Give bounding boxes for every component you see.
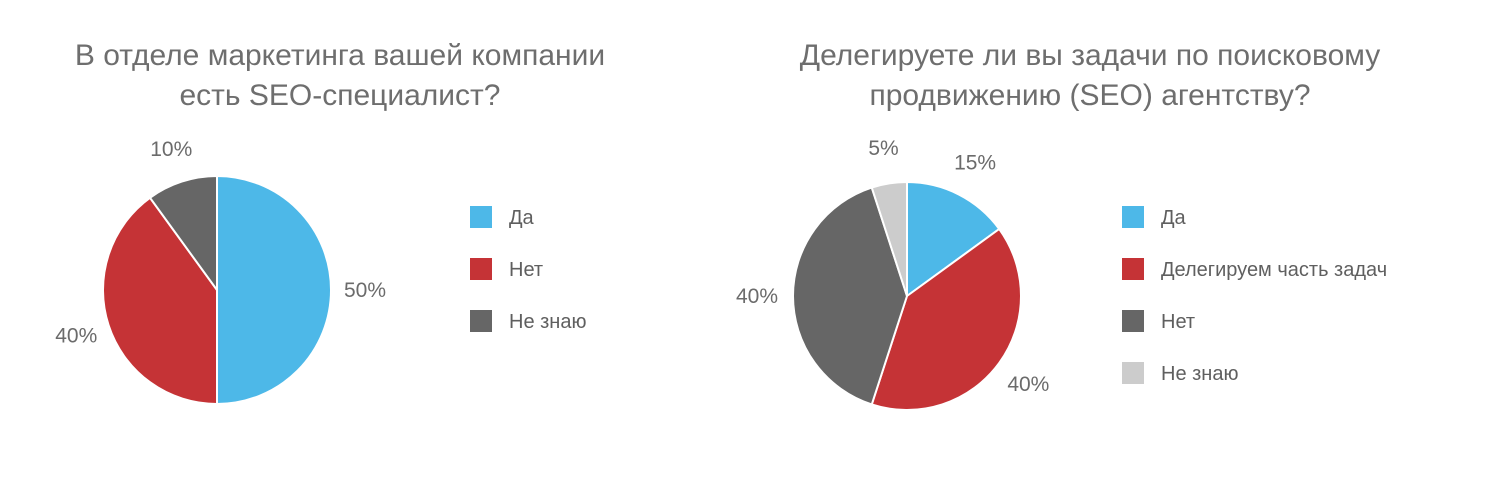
slice-value-label: 5% — [868, 137, 898, 160]
legend-label: Нет — [1161, 311, 1196, 333]
legend-item: Делегируем часть задач — [1122, 258, 1387, 310]
pie-slice — [792, 186, 909, 406]
legend-item: Не знаю — [470, 310, 586, 362]
pie-slice — [148, 174, 218, 294]
pie-plot: 50% 40% 10% — [55, 138, 386, 406]
legend-swatch — [1122, 310, 1144, 332]
slice-value-label: 40% — [55, 325, 97, 348]
chart-title-line: есть SEO-специалист? — [179, 79, 501, 112]
legend-label: Не знаю — [1161, 363, 1239, 385]
legend-swatch — [1122, 258, 1144, 280]
legend-item: Да — [1122, 206, 1387, 258]
legend-swatch — [1122, 362, 1144, 384]
legend-label: Нет — [509, 259, 544, 281]
legend-label: Да — [1161, 207, 1186, 229]
pie-slice — [906, 180, 1001, 298]
chart-title: Делегируете ли вы задачи по поисковому п… — [770, 36, 1410, 116]
legend-swatch — [470, 258, 492, 280]
pie-slice — [102, 196, 218, 406]
slice-value-label: 15% — [954, 151, 996, 174]
legend-item: Нет — [1122, 310, 1387, 362]
slice-value-label: 40% — [736, 285, 778, 308]
chart-title-line: продвижению (SEO) агентству? — [869, 79, 1311, 112]
legend-item: Не знаю — [1122, 362, 1387, 414]
legend-swatch — [470, 310, 492, 332]
chart-title-line: В отделе маркетинга вашей компании — [74, 39, 606, 72]
chart-legend: Да Делегируем часть задач Нет Не знаю — [1122, 206, 1387, 414]
legend-label: Не знаю — [509, 311, 587, 333]
chart-title: В отделе маркетинга вашей компании есть … — [20, 36, 660, 116]
chart-legend: Да Нет Не знаю — [470, 206, 586, 362]
pie-slice — [870, 180, 908, 297]
slice-value-label: 40% — [1007, 373, 1049, 396]
pie-slice — [216, 174, 332, 406]
pie-plot: 15% 40% 40% 5% — [736, 137, 1049, 411]
chart-title-line: Делегируете ли вы задачи по поисковому — [799, 39, 1381, 72]
pie-chart-seo-agency: Делегируете ли вы задачи по поисковому п… — [700, 0, 1500, 479]
legend-swatch — [1122, 206, 1144, 228]
pie-chart-seo-specialist: В отделе маркетинга вашей компании есть … — [0, 0, 700, 479]
legend-label: Делегируем часть задач — [1161, 259, 1388, 281]
legend-item: Нет — [470, 258, 586, 310]
slice-value-label: 50% — [344, 279, 386, 302]
pie-slice — [870, 227, 1022, 411]
legend-item: Да — [470, 206, 586, 258]
legend-label: Да — [509, 207, 534, 229]
slice-value-label: 10% — [150, 138, 192, 161]
legend-swatch — [470, 206, 492, 228]
